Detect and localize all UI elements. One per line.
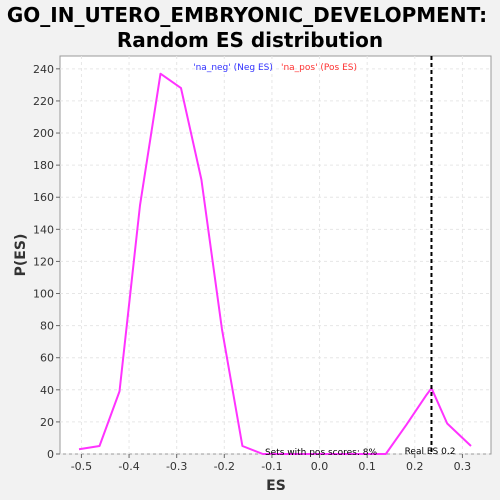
- x-tick-label: -0.3: [166, 460, 187, 473]
- y-tick-label: 100: [33, 288, 54, 301]
- x-tick-label: 0.3: [454, 460, 472, 473]
- y-tick-label: 240: [33, 63, 54, 76]
- x-tick-label: -0.2: [214, 460, 235, 473]
- chart-title-line1: GO_IN_UTERO_EMBRYONIC_DEVELOPMENT:: [7, 3, 487, 27]
- y-tick-label: 20: [40, 416, 54, 429]
- x-tick-label: 0.0: [311, 460, 329, 473]
- legend: 'na_neg' (Neg ES) 'na_pos' (Pos ES): [193, 63, 357, 73]
- y-tick-label: 220: [33, 95, 54, 108]
- y-tick-label: 0: [47, 448, 54, 461]
- series-layer: [78, 72, 472, 455]
- grid-layer: [60, 56, 491, 455]
- y-tick-label: 160: [33, 191, 54, 204]
- x-tick-label: -0.1: [261, 460, 282, 473]
- series-line: [78, 72, 472, 455]
- legend-item-neg: 'na_neg' (Neg ES): [193, 63, 273, 73]
- x-tick-label: 0.1: [358, 460, 376, 473]
- chart-title-line2: Random ES distribution: [117, 28, 383, 52]
- y-tick-label: 200: [33, 127, 54, 140]
- x-tick-label: 0.2: [406, 460, 424, 473]
- real-es-label: Real ES 0.2: [405, 447, 456, 457]
- legend-item-pos: 'na_pos' (Pos ES): [281, 63, 357, 73]
- y-tick-label: 40: [40, 384, 54, 397]
- x-axis-title: ES: [266, 478, 286, 494]
- y-tick-label: 60: [40, 352, 54, 365]
- y-tick-label: 180: [33, 159, 54, 172]
- plot-area: [59, 55, 492, 455]
- y-axis-title: P(ES): [13, 234, 29, 277]
- x-tick-label: -0.5: [71, 460, 92, 473]
- x-tick-label: -0.4: [118, 460, 139, 473]
- annotation-pos-scores: Sets with pos scores: 8%: [265, 448, 378, 458]
- y-tick-label: 120: [33, 255, 54, 268]
- axis-layer: -0.5 -0.4 -0.3 -0.2 -0.1 0.0 0.1 0.2 0.3 0 20 40 60 8…: [33, 63, 471, 473]
- y-tick-label: 140: [33, 223, 54, 236]
- y-tick-label: 80: [40, 320, 54, 333]
